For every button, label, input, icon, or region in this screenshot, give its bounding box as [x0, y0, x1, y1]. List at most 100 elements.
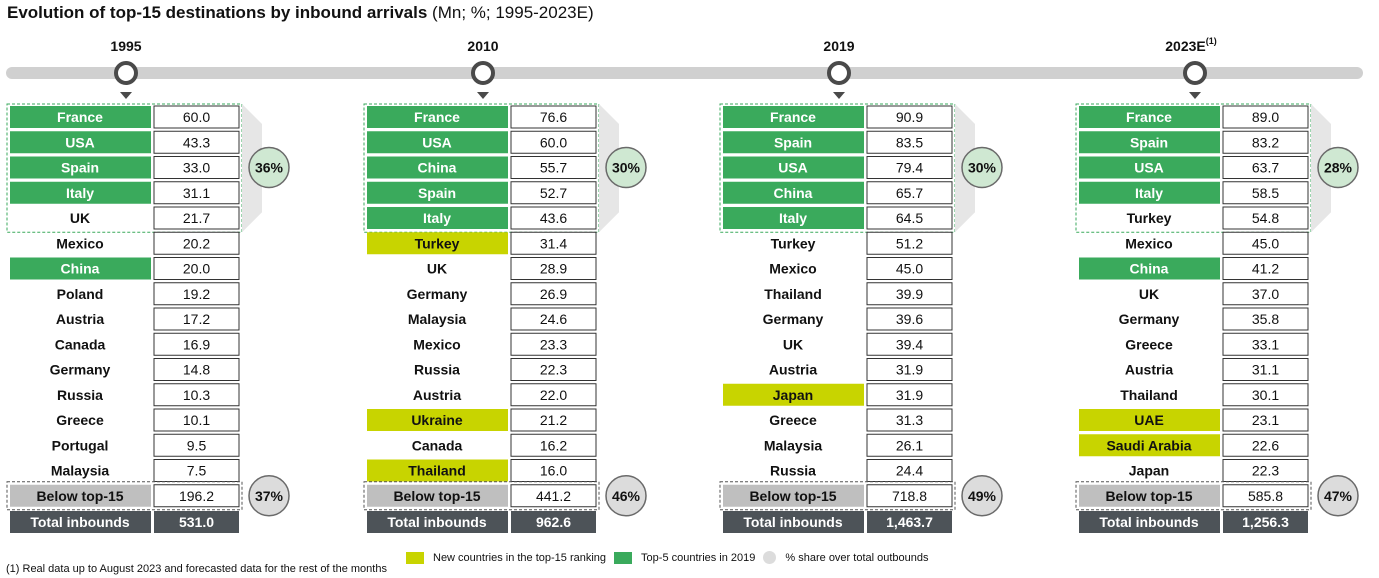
below-value: 441.2	[536, 488, 571, 504]
country-cell	[367, 232, 508, 255]
country-label: Thailand	[408, 463, 466, 479]
value-cell	[866, 181, 953, 205]
country-cell	[723, 207, 864, 229]
value-label: 39.9	[896, 286, 923, 302]
country-label: USA	[422, 134, 452, 150]
value-cell	[510, 257, 597, 280]
country-label: Malaysia	[764, 437, 823, 453]
value-cell	[1222, 181, 1309, 205]
value-cell	[1222, 156, 1309, 179]
legend-label-new: New countries in the top-15 ranking	[433, 551, 607, 564]
value-label: 16.9	[183, 336, 210, 352]
value-cell	[153, 383, 240, 407]
country-cell	[723, 106, 864, 128]
country-label: France	[1126, 109, 1172, 125]
legend-swatch-new	[406, 551, 424, 564]
value-label: 22.0	[540, 387, 567, 403]
country-label: Turkey	[415, 235, 460, 251]
value-label: 26.1	[896, 437, 923, 453]
value-cell	[153, 130, 240, 154]
value-cell	[153, 105, 240, 129]
below-group-box	[1075, 481, 1312, 511]
country-cell	[723, 383, 864, 406]
value-label: 65.7	[896, 185, 923, 201]
country-label: Canada	[55, 336, 106, 352]
total-label: Total inbounds	[1099, 514, 1198, 530]
value-cell	[1222, 332, 1309, 356]
value-cell	[866, 257, 953, 280]
legend-circle-share	[763, 551, 777, 564]
value-cell	[510, 307, 597, 331]
value-label: 26.9	[540, 286, 567, 302]
timeline-pointer	[120, 92, 132, 99]
total-value: 962.6	[536, 514, 571, 530]
value-cell	[1222, 206, 1309, 230]
value-cell	[510, 433, 597, 457]
value-label: 60.0	[540, 134, 567, 150]
below-value-cell	[510, 484, 597, 508]
country-label: Germany	[763, 311, 824, 327]
country-cell	[10, 106, 151, 128]
country-cell	[10, 131, 151, 154]
value-cell	[866, 231, 953, 255]
timeline-pointer	[833, 92, 845, 99]
value-label: 21.7	[183, 210, 210, 226]
country-cell	[723, 131, 864, 154]
value-cell	[510, 206, 597, 230]
value-label: 83.5	[896, 134, 923, 150]
country-cell	[1079, 257, 1220, 280]
value-label: 14.8	[183, 362, 210, 378]
value-label: 79.4	[896, 160, 923, 176]
total-cell	[1079, 511, 1220, 533]
year-label: 2023E(1)	[1165, 36, 1216, 54]
top5-share-circle	[1317, 146, 1359, 189]
below-share-circle	[1317, 475, 1359, 517]
value-label: 21.2	[540, 412, 567, 428]
value-label: 31.4	[540, 235, 567, 251]
country-label: Austria	[1125, 362, 1173, 378]
timeline-marker	[1183, 61, 1207, 85]
value-label: 16.2	[540, 437, 567, 453]
value-label: 24.4	[896, 463, 923, 479]
country-cell	[10, 156, 151, 179]
country-label: Japan	[773, 387, 813, 403]
below-share-label: 37%	[255, 488, 284, 504]
value-label: 89.0	[1252, 109, 1279, 125]
value-cell	[1222, 105, 1309, 129]
below-cell	[10, 484, 151, 507]
value-cell	[1222, 231, 1309, 255]
value-cell	[153, 181, 240, 205]
country-cell	[367, 181, 508, 204]
country-cell	[10, 181, 151, 204]
value-label: 43.3	[183, 134, 210, 150]
value-label: 31.9	[896, 362, 923, 378]
value-cell	[153, 156, 240, 179]
country-label: Ukraine	[411, 412, 463, 428]
value-cell	[866, 459, 953, 482]
country-label: Germany	[407, 286, 468, 302]
country-label: UAE	[1134, 412, 1164, 428]
below-share-circle	[961, 475, 1003, 517]
total-value: 1,463.7	[886, 514, 933, 530]
value-cell	[1222, 408, 1309, 432]
value-label: 31.3	[896, 412, 923, 428]
chart-title-main: Evolution of top-15 destinations by inbo…	[7, 3, 428, 22]
timeline-bar	[6, 67, 1363, 79]
legend-label-top5: Top-5 countries in 2019	[641, 551, 756, 564]
value-label: 37.0	[1252, 286, 1279, 302]
value-cell	[510, 408, 597, 432]
year-label: 1995	[110, 38, 141, 54]
value-label: 83.2	[1252, 134, 1279, 150]
value-cell	[153, 257, 240, 280]
country-label: Poland	[57, 286, 104, 302]
country-label: Canada	[412, 437, 463, 453]
value-label: 10.1	[183, 412, 210, 428]
country-label: Germany	[1119, 311, 1180, 327]
country-cell	[1079, 156, 1220, 179]
value-label: 31.1	[1252, 362, 1279, 378]
country-label: Austria	[769, 362, 817, 378]
country-label: Portugal	[52, 437, 109, 453]
value-label: 58.5	[1252, 185, 1279, 201]
timeline-pointer	[477, 92, 489, 99]
value-label: 31.9	[896, 387, 923, 403]
